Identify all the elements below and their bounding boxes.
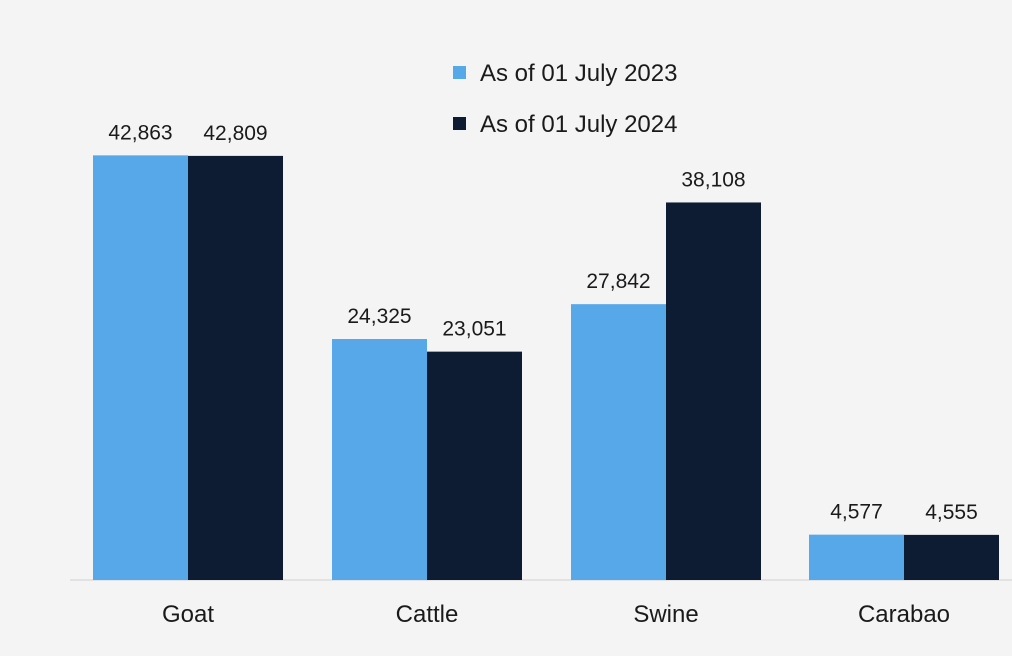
category-label-swine: Swine	[633, 601, 698, 628]
bar-carabao-series-2	[904, 534, 999, 580]
data-labels-layer: 42,863 42,809 24,325 23,051 27,842 38,108 4,57…	[108, 121, 977, 524]
bar-goat-series-1	[93, 155, 188, 581]
legend-swatch-series-2	[453, 117, 466, 130]
data-label-goat-series-2: 42,809	[203, 122, 267, 145]
data-label-cattle-series-2: 23,051	[442, 318, 506, 341]
legend-label-series-1: As of 01 July 2023	[480, 60, 677, 87]
legend-swatch-series-1	[453, 66, 466, 79]
legend-label-series-2: As of 01 July 2024	[480, 111, 677, 138]
category-labels-layer: Goat Cattle Swine Carabao	[162, 601, 950, 628]
bar-carabao-series-1	[809, 534, 904, 580]
data-label-carabao-series-1: 4,577	[830, 501, 883, 524]
category-label-cattle: Cattle	[396, 601, 459, 628]
data-label-swine-series-2: 38,108	[681, 168, 745, 191]
legend: As of 01 July 2023 As of 01 July 2024	[453, 60, 677, 138]
bar-swine-series-1	[571, 304, 666, 580]
data-label-carabao-series-2: 4,555	[925, 501, 978, 524]
bar-goat-series-2	[188, 155, 283, 581]
bar-cattle-series-2	[427, 351, 522, 580]
bars-layer	[93, 155, 999, 581]
data-label-goat-series-1: 42,863	[108, 121, 172, 144]
bar-swine-series-2	[666, 202, 761, 580]
data-label-swine-series-1: 27,842	[586, 270, 650, 293]
category-label-carabao: Carabao	[858, 601, 950, 628]
data-label-cattle-series-1: 24,325	[347, 305, 411, 328]
bar-cattle-series-1	[332, 339, 427, 580]
category-label-goat: Goat	[162, 601, 214, 628]
